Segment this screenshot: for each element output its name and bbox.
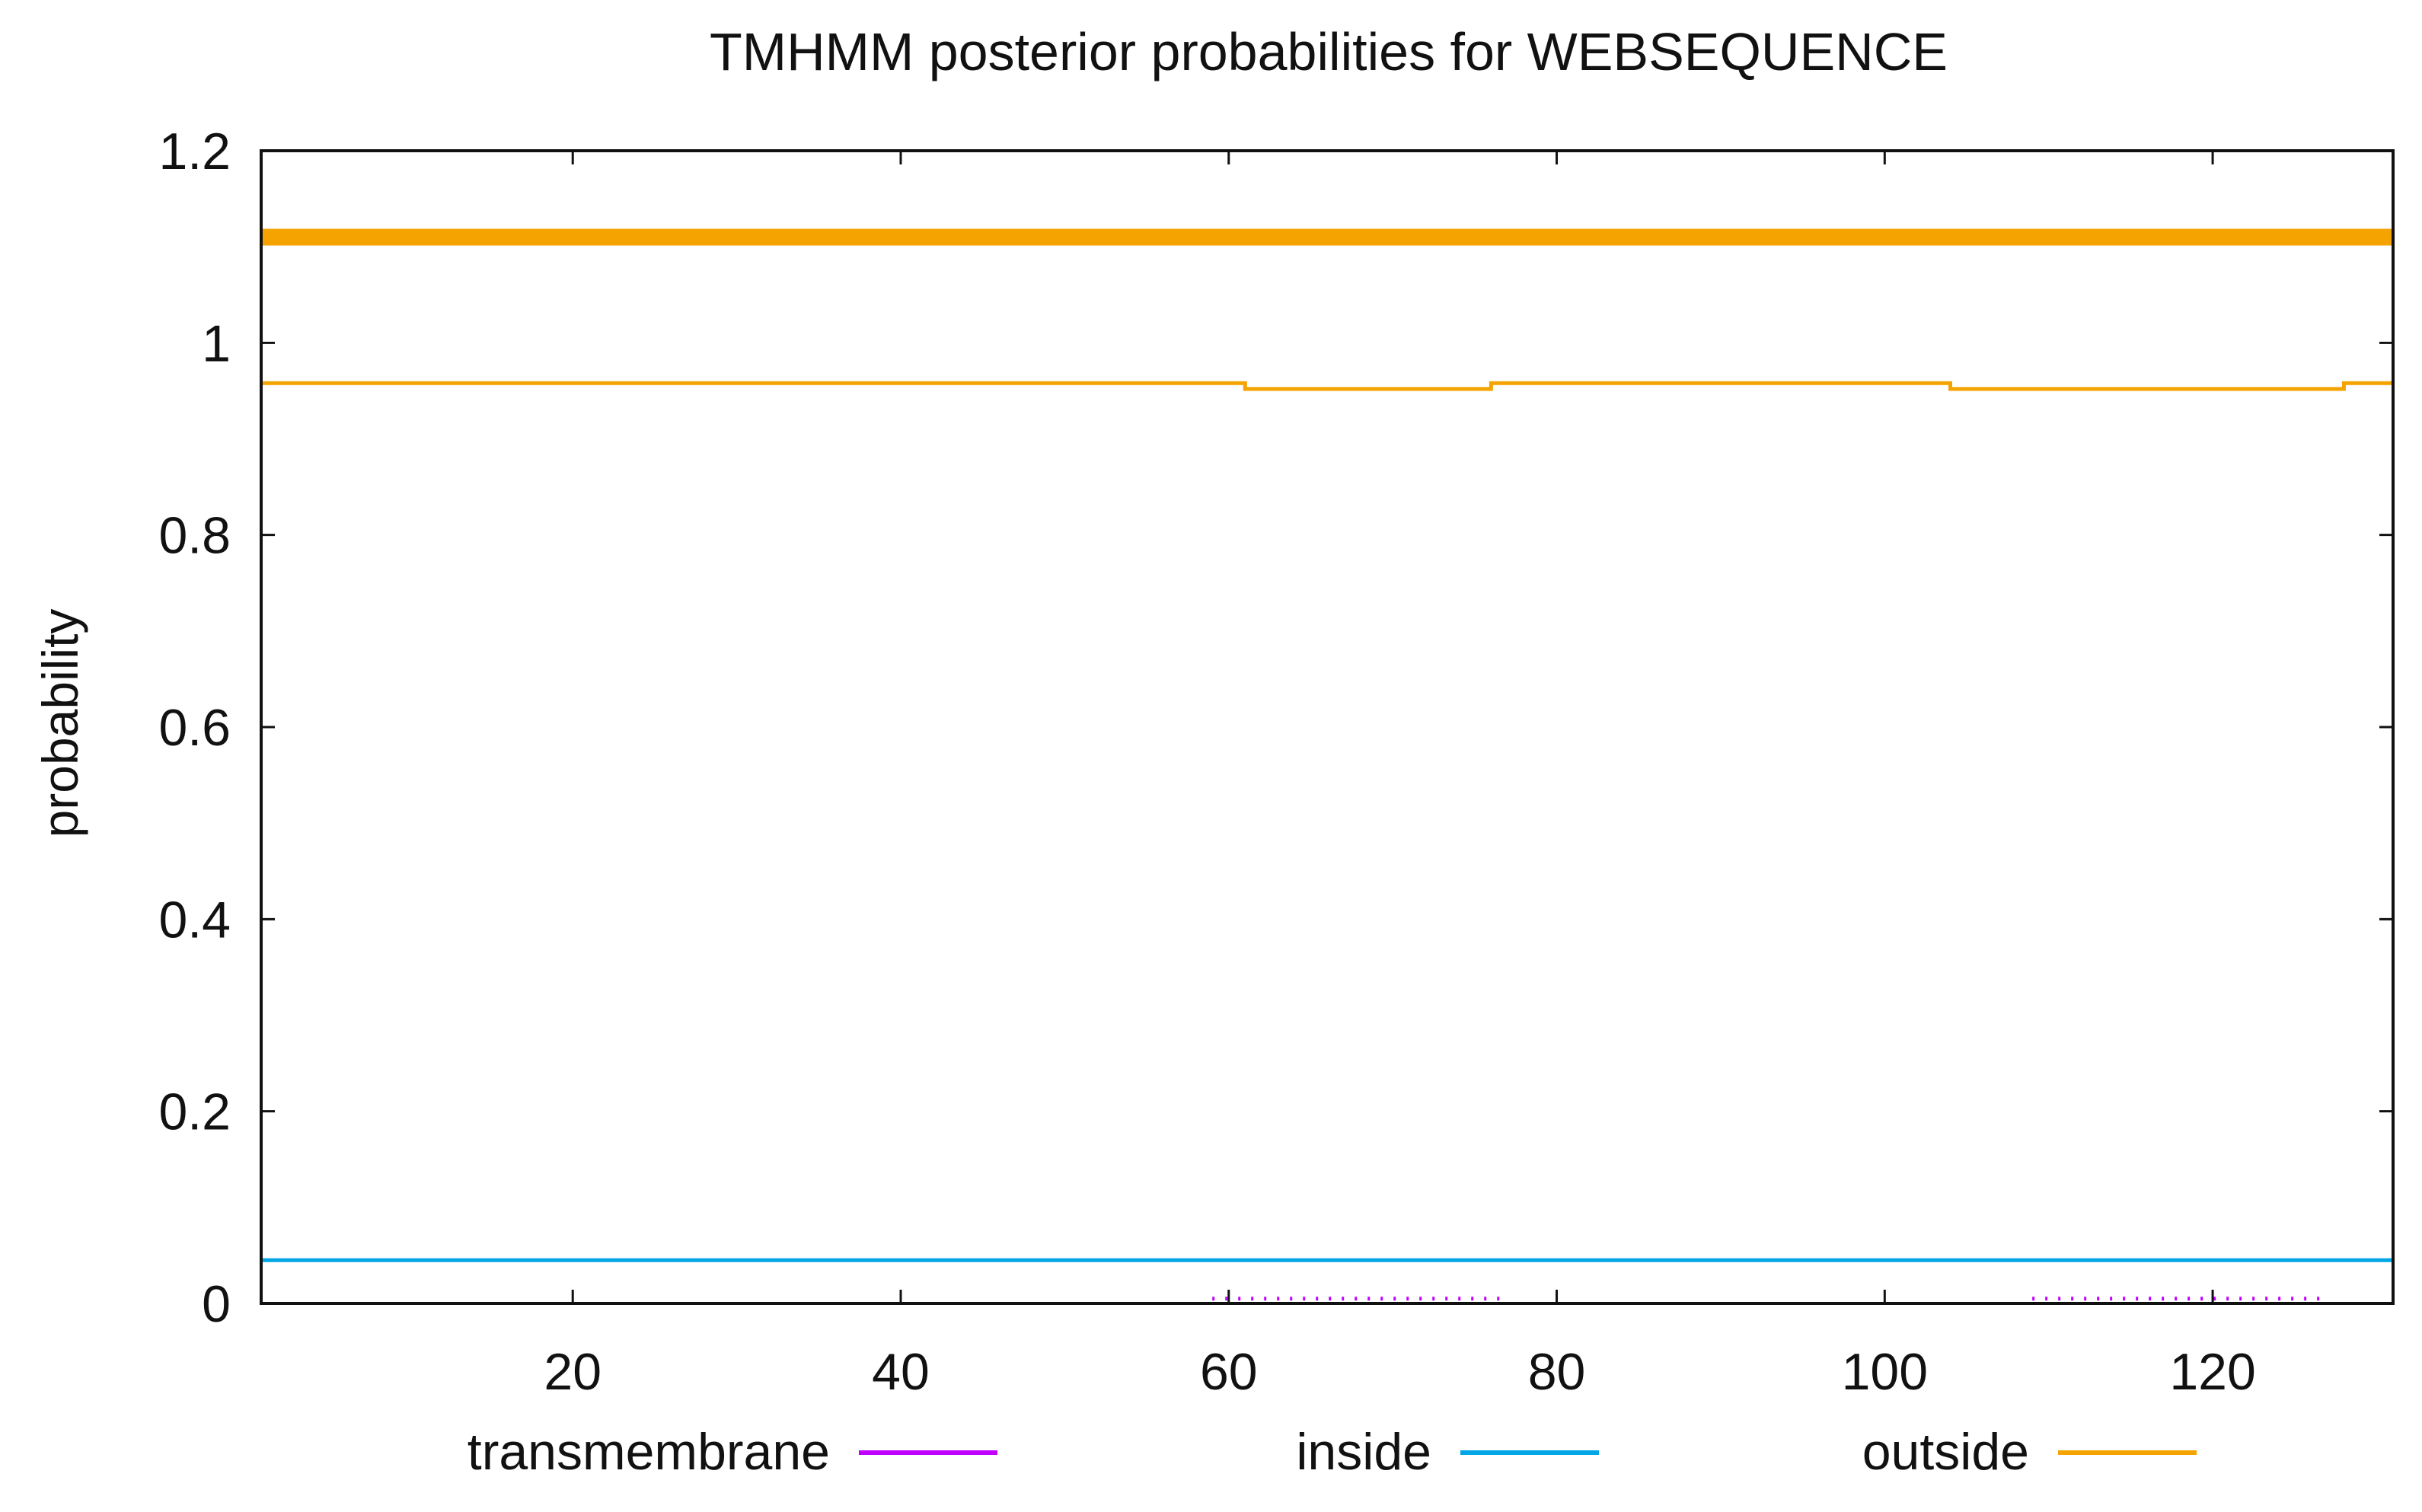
y-axis-label: probability: [32, 609, 88, 838]
y-tick-label: 1.2: [158, 123, 231, 180]
y-tick-label: 0: [202, 1275, 231, 1333]
x-tick-label: 40: [872, 1343, 930, 1401]
legend-label-outside: outside: [1862, 1423, 2029, 1481]
outside-series-line: [261, 381, 2393, 391]
x-tick-label: 120: [2169, 1343, 2255, 1401]
x-tick-label: 80: [1528, 1343, 1586, 1401]
y-tick-label: 0.6: [158, 699, 231, 757]
plot-area: [261, 228, 2393, 1301]
y-tick-label: 1: [202, 314, 231, 372]
x-tick-label: 100: [1842, 1343, 1928, 1401]
chart-title: TMHMM posterior probabilities for WEBSEQ…: [710, 22, 1948, 81]
y-tick-label: 0.2: [158, 1083, 231, 1141]
legend-label-transmembrane: transmembrane: [467, 1423, 830, 1481]
plot-frame: [260, 149, 2395, 1305]
y-tick-label: 0.8: [158, 507, 231, 565]
axis-ticks: 0 0.2 0.4 0.6 0.8 1 1.2 20 40 60 80 100 120: [158, 123, 2393, 1401]
x-tick-label: 60: [1200, 1343, 1258, 1401]
y-tick-label: 0.4: [158, 891, 231, 949]
legend: transmembrane inside outside: [467, 1423, 2197, 1481]
legend-label-inside: inside: [1296, 1423, 1431, 1481]
x-tick-label: 20: [544, 1343, 602, 1401]
